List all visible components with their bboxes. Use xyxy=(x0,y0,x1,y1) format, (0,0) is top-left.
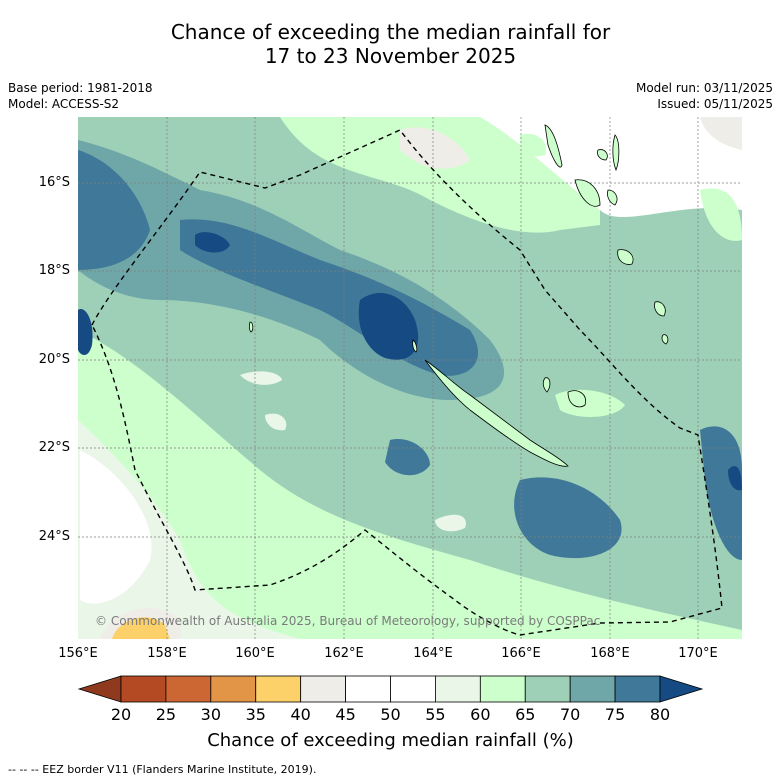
copyright-notice: © Commonwealth of Australia 2025, Bureau… xyxy=(95,614,601,628)
lat-label-24s: 24°S xyxy=(38,529,70,544)
chesterfield-reef-a xyxy=(248,321,254,333)
vanuatu-island-d xyxy=(607,189,618,206)
vanuatu-island-e xyxy=(617,249,634,265)
title-line-1: Chance of exceeding the median rainfall … xyxy=(170,20,611,44)
colorbar-title: Chance of exceeding median rainfall (%) xyxy=(207,730,574,751)
field-north-40-45 xyxy=(400,127,470,169)
base-period-text: Base period: 1981-2018 xyxy=(8,81,153,95)
graticule xyxy=(78,117,742,639)
field-northeast-60-65 xyxy=(700,188,742,241)
rainfall-field xyxy=(78,117,742,639)
colorbar-tick-25: 25 xyxy=(155,705,177,724)
colorbar-bin-40-45 xyxy=(300,675,346,703)
metadata-right: Model run: 03/11/2025 Issued: 05/11/2025 xyxy=(636,80,773,112)
lon-label-164e: 164°E xyxy=(413,646,453,661)
lat-label-16s: 16°S xyxy=(38,175,70,190)
field-west-edge-max-80 xyxy=(78,309,93,355)
vanuatu-island-c xyxy=(612,134,620,172)
field-east-75-80 xyxy=(700,426,742,560)
colorbar-extend-low xyxy=(77,675,122,703)
colorbar-bin-20-25 xyxy=(120,675,167,703)
lon-label-162e: 162°E xyxy=(324,646,364,661)
lat-label-22s: 22°S xyxy=(38,440,70,455)
field-northeast-50-55 xyxy=(480,117,742,218)
chart-title: Chance of exceeding the median rainfall … xyxy=(0,20,781,68)
model-text: Model: ACCESS-S2 xyxy=(8,97,120,111)
colorbar-tick-35: 35 xyxy=(245,705,266,724)
colorbar-tick-80: 80 xyxy=(649,705,671,724)
colorbar-bin-45-50 xyxy=(345,675,391,703)
colorbar-tick-20: 20 xyxy=(110,705,132,724)
field-southwest-55-60 xyxy=(78,420,300,639)
colorbar-extend-high xyxy=(659,675,704,703)
eez-border xyxy=(91,129,723,636)
ouvea-island-coast xyxy=(542,377,551,393)
colorbar-bin-55-60 xyxy=(435,675,481,703)
vanuatu-island-b xyxy=(574,179,601,207)
matthew-island-coast xyxy=(661,334,669,345)
field-west-central-small-55-60 xyxy=(265,413,287,431)
hunter-island-coast xyxy=(654,301,666,317)
colorbar-tick-75: 75 xyxy=(604,705,626,724)
field-west-central-55-60 xyxy=(240,371,282,385)
issued-text: Issued: 05/11/2025 xyxy=(657,97,773,111)
model-run-text: Model run: 03/11/2025 xyxy=(635,81,773,95)
field-west-75-80 xyxy=(78,150,150,270)
vanuatu-island-a xyxy=(597,149,608,161)
field-south-small-55-60 xyxy=(435,514,466,532)
colorbar-bin-75-80 xyxy=(614,675,661,703)
lat-label-18s: 18°S xyxy=(38,263,70,278)
title-line-2: 17 to 23 November 2025 xyxy=(264,44,517,68)
colorbar-bin-50-55 xyxy=(390,675,436,703)
colorbar-tick-65: 65 xyxy=(515,705,536,724)
colorbar-tick-45: 45 xyxy=(335,705,356,724)
lon-label-168e: 168°E xyxy=(590,646,630,661)
lon-label-156e: 156°E xyxy=(58,646,98,661)
colorbar-tick-70: 70 xyxy=(559,705,581,724)
colorbar-tick-60: 60 xyxy=(470,705,491,724)
colorbar-bin-30-35 xyxy=(210,675,257,703)
colorbar-bin-70-75 xyxy=(569,675,616,703)
lifou-island-coast xyxy=(567,390,586,408)
field-northeast-corner-40-45 xyxy=(700,117,742,150)
lon-label-160e: 160°E xyxy=(235,646,275,661)
colorbar-bin-65-70 xyxy=(524,675,571,703)
field-central-max-80 xyxy=(358,292,419,360)
field-southwest-35-40 xyxy=(112,617,170,639)
colorbar-bin-25-30 xyxy=(165,675,212,703)
reef-b xyxy=(412,339,418,353)
lon-label-158e: 158°E xyxy=(147,646,187,661)
field-northwest-max-80 xyxy=(195,232,230,253)
coastlines xyxy=(248,124,669,467)
lat-label-20s: 20°S xyxy=(38,352,70,367)
field-southwest-50-55 xyxy=(80,450,152,604)
colorbar-tick-55: 55 xyxy=(425,705,446,724)
metadata-left: Base period: 1981-2018 Model: ACCESS-S2 xyxy=(8,80,153,112)
new-caledonia-coast xyxy=(424,359,569,467)
colorbar-tick-40: 40 xyxy=(290,705,311,724)
colorbar-bin-60-65 xyxy=(479,675,526,703)
field-north-small-60-65 xyxy=(519,133,546,157)
colorbar-tick-30: 30 xyxy=(200,705,222,724)
colorbar-tick-50: 50 xyxy=(380,705,401,724)
lon-label-166e: 166°E xyxy=(501,646,541,661)
espiritu-santo-coast xyxy=(544,124,563,168)
lon-label-170e: 170°E xyxy=(678,646,718,661)
field-southeast-75-80 xyxy=(514,477,622,559)
field-north-60-65 xyxy=(280,117,600,233)
field-east-max-80 xyxy=(728,466,742,491)
eez-footer-note: -- -- -- EEZ border V11 (Flanders Marine… xyxy=(8,763,317,776)
colorbar xyxy=(77,675,704,703)
colorbar-bin-35-40 xyxy=(255,675,302,703)
field-south-60-65 xyxy=(78,330,742,639)
